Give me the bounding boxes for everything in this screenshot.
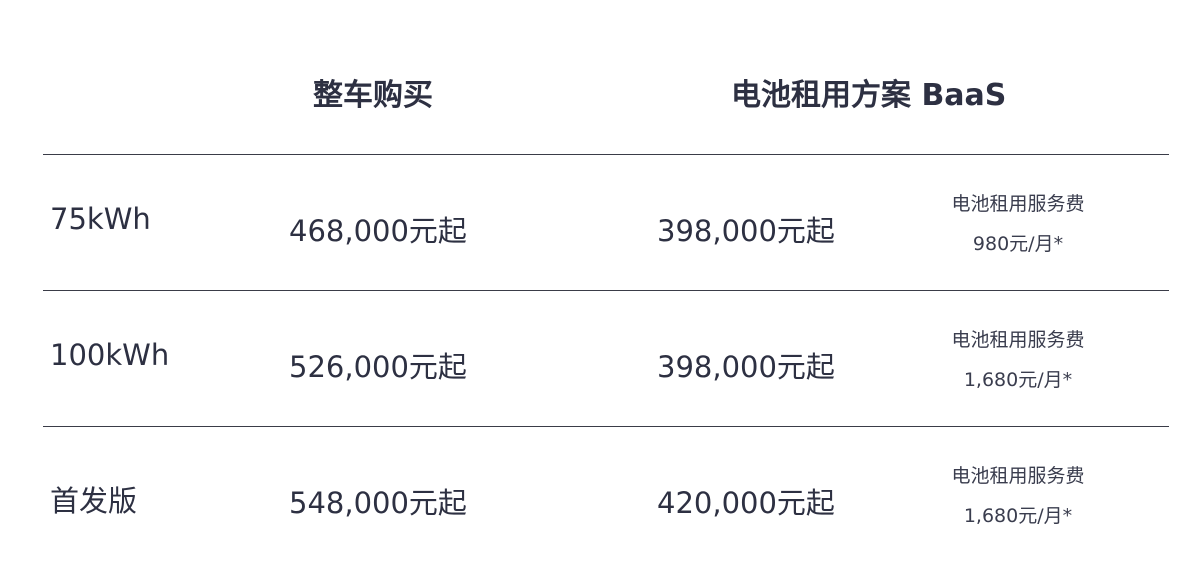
fee-label: 电池租用服务费 [951,193,1085,215]
fee-value: 980元/月* [972,233,1064,255]
divider [43,426,1169,427]
divider [43,290,1169,291]
fee-label: 电池租用服务费 [951,329,1085,351]
table-row: 75kWh 468,000元起 398,000元起 电池租用服务费 980元/月… [0,154,1185,290]
header-purchase: 整车购买 [313,78,433,113]
baas-price: 420,000元起 [657,486,835,520]
service-fee: 电池租用服务费 1,680元/月* [918,456,1118,536]
table-row: 100kWh 526,000元起 398,000元起 电池租用服务费 1,680… [0,290,1185,426]
header-baas: 电池租用方案 BaaS [731,78,1007,113]
fee-label: 电池租用服务费 [951,465,1085,487]
service-fee: 电池租用服务费 1,680元/月* [918,320,1118,400]
battery-label: 首发版 [50,484,138,518]
purchase-price: 548,000元起 [289,486,467,520]
purchase-price: 468,000元起 [289,214,467,248]
baas-price: 398,000元起 [657,350,835,384]
baas-price: 398,000元起 [657,214,835,248]
fee-value: 1,680元/月* [963,369,1073,391]
fee-value: 1,680元/月* [963,505,1073,527]
purchase-price: 526,000元起 [289,350,467,384]
divider [43,154,1169,155]
service-fee: 电池租用服务费 980元/月* [918,184,1118,264]
table-row: 首发版 548,000元起 420,000元起 电池租用服务费 1,680元/月… [0,426,1185,562]
battery-label: 100kWh [50,338,170,372]
battery-label: 75kWh [50,202,151,236]
